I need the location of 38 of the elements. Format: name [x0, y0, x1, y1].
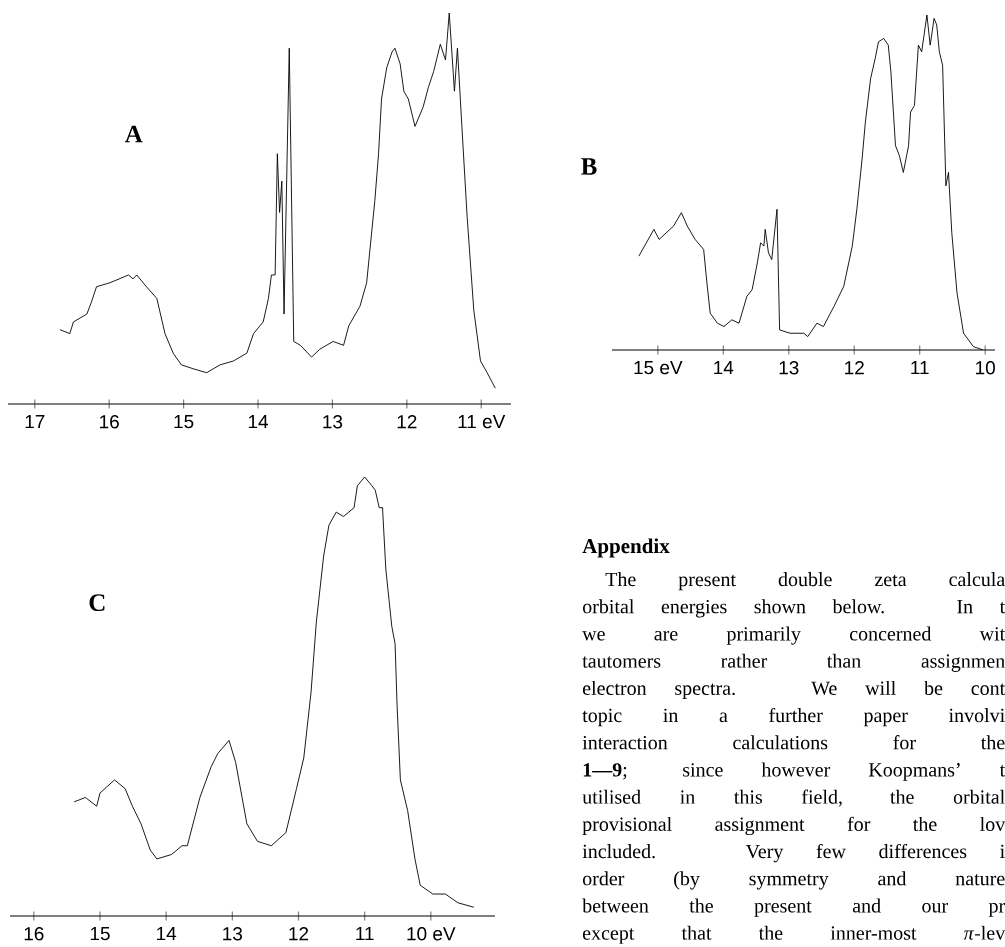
text: we are primarily concerned wit: [582, 626, 1005, 645]
x-tick-label: 13: [223, 927, 243, 941]
text: order (by symmetry and nature: [582, 871, 1005, 890]
text: A: [124, 125, 143, 143]
text: C: [89, 594, 105, 612]
x-tick-label: 11: [911, 361, 929, 375]
x-tick-label: 14: [714, 361, 734, 375]
text: provisional assignment for the lov: [582, 816, 1005, 836]
x-tick-label: 12: [845, 361, 864, 375]
x-tick-label: 13: [779, 361, 799, 375]
x-tick-label: 12: [289, 927, 309, 941]
text: 1—9; since however Koopmans’ t: [583, 762, 1005, 781]
text: interaction calculations for the: [582, 735, 1005, 750]
x-tick-label: 12: [397, 415, 417, 429]
text: tautomers rather than assignmen: [582, 653, 1005, 672]
text: topic in a further paper involvi: [582, 707, 1005, 727]
x-tick-label: 17: [25, 415, 45, 429]
x-tick-label: 15: [90, 927, 110, 941]
x-tick-label: 11: [356, 927, 374, 941]
text: B: [581, 158, 597, 175]
text: Appendix: [582, 538, 670, 558]
x-tick-label: 11 eV: [458, 415, 506, 429]
x-tick-label: 16: [24, 927, 44, 941]
x-tick-label: 14: [157, 927, 177, 941]
x-tick-label: 15 eV: [634, 361, 683, 375]
text: between the present and our pr: [582, 898, 1005, 917]
text: included. Very few differences i: [582, 843, 1005, 863]
x-tick-label: 10 eV: [407, 927, 456, 941]
x-tick-label: 13: [323, 415, 343, 429]
text: utilised in this field, the orbital: [582, 789, 1005, 807]
text: orbital energies shown below. In t: [582, 599, 1005, 618]
x-tick-label: 16: [100, 415, 119, 429]
x-tick-label: 15: [174, 415, 194, 429]
text: except that the inner-most π-lev: [582, 925, 1005, 944]
x-tick-label: 10: [976, 361, 995, 375]
x-tick-label: 14: [248, 415, 269, 429]
text: The present double zeta calcula: [605, 572, 1005, 591]
text: electron spectra. We will be cont: [582, 680, 1005, 700]
